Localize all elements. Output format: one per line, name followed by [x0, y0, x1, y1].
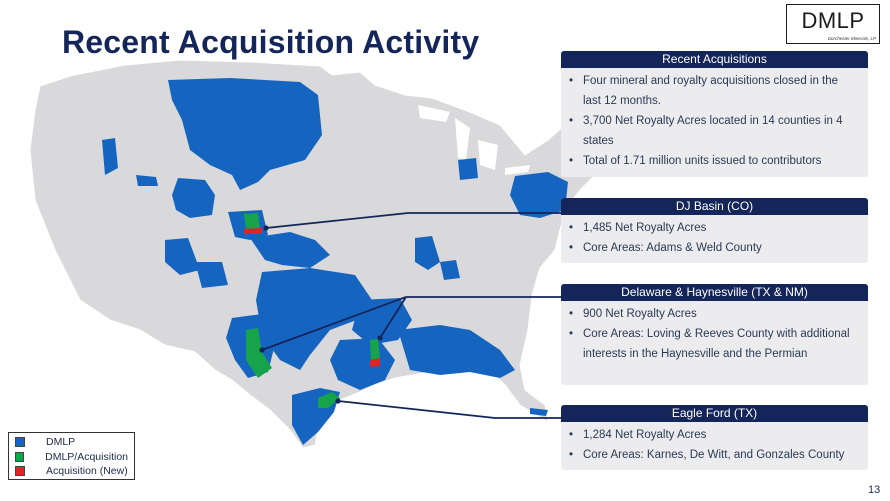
bullet-item: 1,485 Net Royalty Acres	[569, 218, 858, 238]
dmlp-indiana	[440, 260, 460, 280]
callout-lines	[261, 212, 561, 419]
panel-header: Recent Acquisitions	[561, 51, 868, 68]
page-number: 13	[868, 484, 881, 496]
bullet-item: Total of 1.71 million units issued to co…	[569, 151, 858, 171]
great-lakes	[418, 105, 530, 175]
bullet-item: Four mineral and royalty acquisitions cl…	[569, 71, 858, 111]
legend-swatch	[15, 437, 25, 448]
dmlp-kansas	[250, 232, 330, 268]
legend-swatch	[15, 451, 25, 462]
legend-label: DMLP/Acquisition	[45, 450, 128, 463]
dmlp-appalachia	[510, 172, 568, 218]
legend-item: DMLP	[15, 435, 128, 450]
acq-haynesville	[370, 339, 380, 360]
callout-haynesville	[379, 296, 407, 339]
dmlp-florida-keys	[530, 408, 548, 416]
dmlp-utah-sw	[165, 238, 200, 275]
panel-header: DJ Basin (CO)	[561, 198, 868, 215]
dmlp-illinois	[415, 236, 440, 270]
bullet-item: Core Areas: Loving & Reeves County with …	[569, 324, 858, 364]
dmlp-nm-north	[195, 262, 228, 288]
bullet-item: Core Areas: Adams & Weld County	[569, 238, 858, 258]
acquisition-areas	[244, 213, 380, 408]
page-title: Recent Acquisition Activity	[62, 24, 480, 60]
callout-eagle-ford	[337, 400, 496, 419]
map-legend: DMLP DMLP/Acquisition Acquisition (New)	[8, 432, 135, 480]
panel-header: Delaware & Haynesville (TX & NM)	[561, 284, 868, 301]
new-acquisition-areas	[244, 228, 380, 367]
dmlp-wyoming	[172, 178, 215, 218]
bullet-item: Core Areas: Karnes, De Witt, and Gonzale…	[569, 445, 858, 465]
legend-swatch	[15, 466, 25, 477]
acq-eagle-ford	[318, 392, 340, 408]
legend-label: Acquisition (New)	[46, 465, 128, 478]
callout-dj	[265, 212, 409, 229]
dmlp-oklahoma-texas	[256, 268, 372, 370]
legend-label: DMLP	[46, 436, 76, 449]
new-dj-basin	[244, 228, 262, 234]
callout-delaware	[261, 296, 407, 351]
panel-header: Eagle Ford (TX)	[561, 405, 868, 422]
bullet-item: 900 Net Royalty Acres	[569, 304, 858, 324]
delaware-haynesville-panel: Delaware & Haynesville (TX & NM) 900 Net…	[561, 284, 868, 385]
dmlp-southeast	[398, 325, 515, 378]
legend-item: DMLP/Acquisition	[15, 450, 128, 465]
dj-basin-panel: DJ Basin (CO) 1,485 Net Royalty Acres Co…	[561, 198, 868, 263]
eagle-ford-panel: Eagle Ford (TX) 1,284 Net Royalty Acres …	[561, 405, 868, 470]
bullet-item: 1,284 Net Royalty Acres	[569, 425, 858, 445]
acq-delaware	[246, 328, 272, 378]
legend-item: Acquisition (New)	[15, 464, 128, 479]
company-logo: DMLP Dorchester Minerals, LP	[786, 4, 880, 44]
dmlp-wy-small	[136, 175, 158, 186]
new-haynesville	[370, 358, 380, 367]
recent-acquisitions-panel: Recent Acquisitions Four mineral and roy…	[561, 51, 868, 177]
bullet-item: 3,700 Net Royalty Acres located in 14 co…	[569, 111, 858, 151]
dmlp-idaho-strip	[102, 138, 118, 175]
callout-dots	[259, 225, 383, 404]
logo-wordmark: DMLP	[801, 8, 865, 33]
dmlp-williston	[168, 78, 322, 190]
dmlp-michigan	[458, 158, 478, 180]
logo-subtitle: Dorchester Minerals, LP	[827, 36, 876, 41]
acq-dj-basin	[244, 213, 260, 229]
